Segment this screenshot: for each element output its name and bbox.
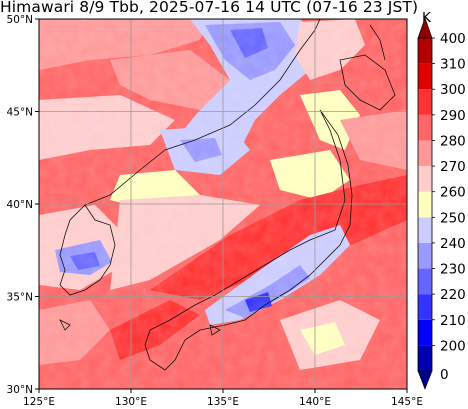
colorbar-segment [418,319,432,346]
colorbar: K 200 210 220 230 240 250 260 270 280 290 300 310 40… [417,10,466,390]
colorbar-segment [418,268,432,295]
x-tick-label: 145°E [391,396,423,408]
colorbar-label: 280 [440,133,466,149]
y-tick-label: 45°N [7,107,33,119]
y-tick-label: 40°N [7,199,33,211]
colorbar-unit-label: K [422,10,432,26]
colorbar-frame [417,37,433,372]
colorbar-label: 210 [440,313,466,329]
colorbar-low-label: 0 [440,367,449,383]
coastline-islands [59,319,221,336]
coastlines [59,19,396,371]
colorbar-segment [418,294,432,320]
colorbar-segment [418,345,432,371]
colorbar-labels: 200 210 220 230 240 250 260 270 280 290 300 310 400 0 [440,31,466,383]
colorbar-label: 230 [440,262,466,278]
colorbar-label: 220 [440,287,466,303]
coastline-japan [144,109,353,371]
colorbar-label: 200 [440,338,466,354]
x-tick-label: 140°E [299,396,331,408]
colorbar-segment [418,166,432,192]
coastline-mainland [84,19,321,206]
colorbar-segments [417,17,435,390]
colorbar-segment [418,63,432,90]
coastline-hokkaido [339,54,396,111]
colorbar-label: 260 [440,185,466,201]
colorbar-segment [418,242,432,269]
coastline-sakhalin [369,24,386,61]
colorbar-segment [418,140,432,167]
y-axis-ticks: 30°N 35°N 40°N 45°N 50°N [7,14,39,396]
colorbar-label: 310 [440,57,466,73]
colorbar-under-triangle [417,370,433,390]
colorbar-label: 250 [440,210,466,226]
x-tick-label: 130°E [115,396,147,408]
x-axis-ticks: 125°E 130°E 135°E 140°E 145°E [23,389,423,408]
colorbar-label: 270 [440,159,466,175]
colorbar-segment [418,38,432,64]
colorbar-segment [418,191,432,218]
colorbar-label: 300 [440,82,466,98]
colorbar-segment [418,217,432,243]
chart-title: Himawari 8/9 Tbb, 2025-07-16 14 UTC (07-… [0,0,419,16]
x-tick-label: 125°E [23,396,55,408]
colorbar-label: 290 [440,108,466,124]
x-tick-label: 135°E [207,396,239,408]
coastline-korea [59,204,116,296]
y-tick-label: 30°N [7,384,33,396]
colorbar-segment [418,89,432,115]
colorbar-label: 400 [440,31,466,47]
colorbar-segment [418,114,432,141]
colorbar-label: 240 [440,236,466,252]
y-tick-label: 35°N [7,292,33,304]
y-tick-label: 50°N [7,14,33,26]
